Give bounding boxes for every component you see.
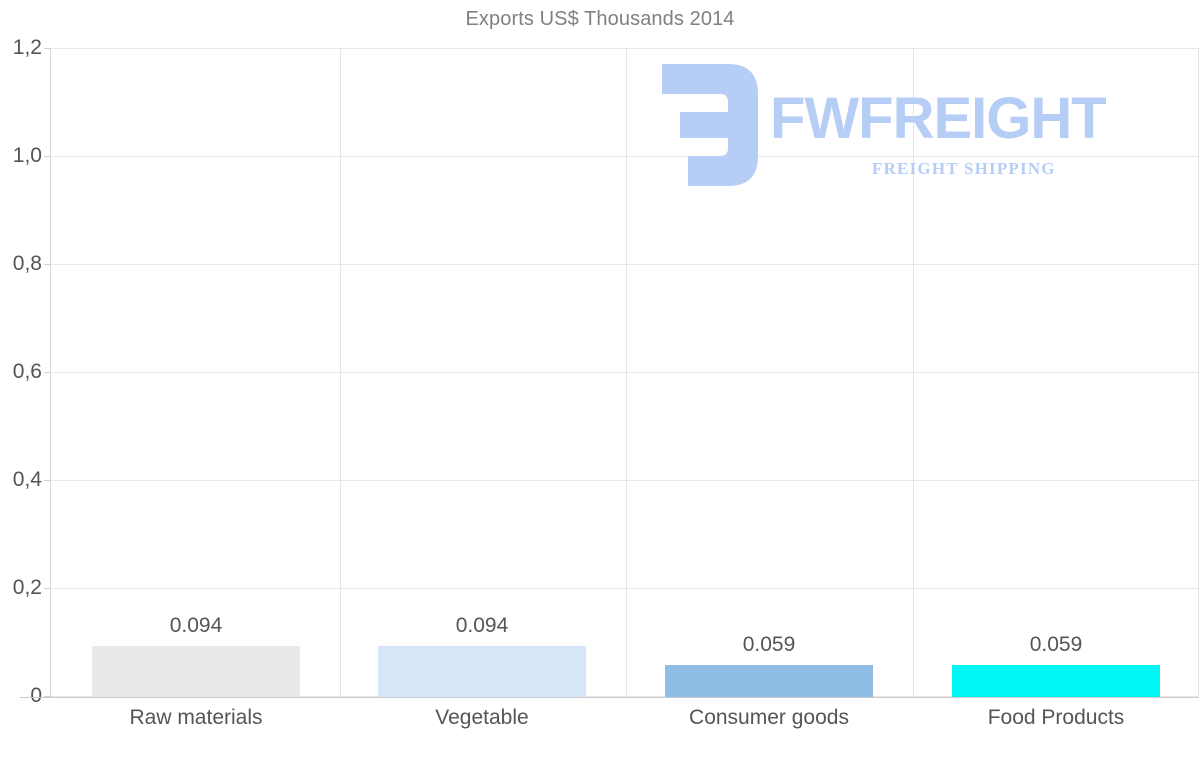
bar-value-label: 0.059 xyxy=(742,633,796,656)
gridline-horizontal xyxy=(50,48,1199,49)
gridline-horizontal xyxy=(50,480,1199,481)
bar-consumer-goods[interactable] xyxy=(665,665,873,697)
bar-food-products[interactable] xyxy=(952,665,1160,697)
y-tick-mark xyxy=(44,696,51,697)
y-tick-label: 0,6 xyxy=(12,360,42,383)
bar-value-label: 0.094 xyxy=(169,614,223,637)
y-tick-mark xyxy=(44,156,51,157)
x-axis-line xyxy=(20,697,1199,698)
gridline-horizontal xyxy=(50,264,1199,265)
y-tick-mark xyxy=(44,48,51,49)
y-tick-label: 0,2 xyxy=(12,576,42,599)
gridline-vertical xyxy=(340,48,341,697)
y-tick-label: 1,0 xyxy=(12,144,42,167)
x-category-label-raw-materials: Raw materials xyxy=(129,706,263,729)
y-tick-mark xyxy=(44,264,51,265)
gridline-horizontal xyxy=(50,156,1199,157)
gridline-horizontal xyxy=(50,696,1199,697)
y-axis: 1,2 1,0 0,8 0,6 0,4 0,2 0 xyxy=(0,0,51,763)
bar-raw-materials[interactable] xyxy=(92,646,300,697)
bar-vegetable[interactable] xyxy=(378,646,586,697)
y-tick-label: 1,2 xyxy=(12,36,42,59)
gridline-horizontal xyxy=(50,588,1199,589)
y-tick-label: 0,4 xyxy=(12,468,42,491)
plot-area xyxy=(50,48,1199,697)
gridline-vertical xyxy=(1198,48,1199,697)
x-category-label-consumer-goods: Consumer goods xyxy=(689,706,849,729)
y-tick-label: 0,8 xyxy=(12,252,42,275)
gridline-vertical xyxy=(626,48,627,697)
bar-value-label: 0.059 xyxy=(1029,633,1083,656)
gridline-horizontal xyxy=(50,372,1199,373)
bars-layer xyxy=(92,646,1160,697)
y-tick-mark xyxy=(44,480,51,481)
x-category-label-food-products: Food Products xyxy=(987,706,1125,729)
chart-title: Exports US$ Thousands 2014 xyxy=(465,8,735,30)
bar-value-label: 0.094 xyxy=(455,614,509,637)
y-tick-mark xyxy=(44,588,51,589)
y-tick-label: 0 xyxy=(30,684,42,707)
x-category-label-vegetable: Vegetable xyxy=(435,706,529,729)
gridline-vertical xyxy=(913,48,914,697)
y-tick-mark xyxy=(44,372,51,373)
